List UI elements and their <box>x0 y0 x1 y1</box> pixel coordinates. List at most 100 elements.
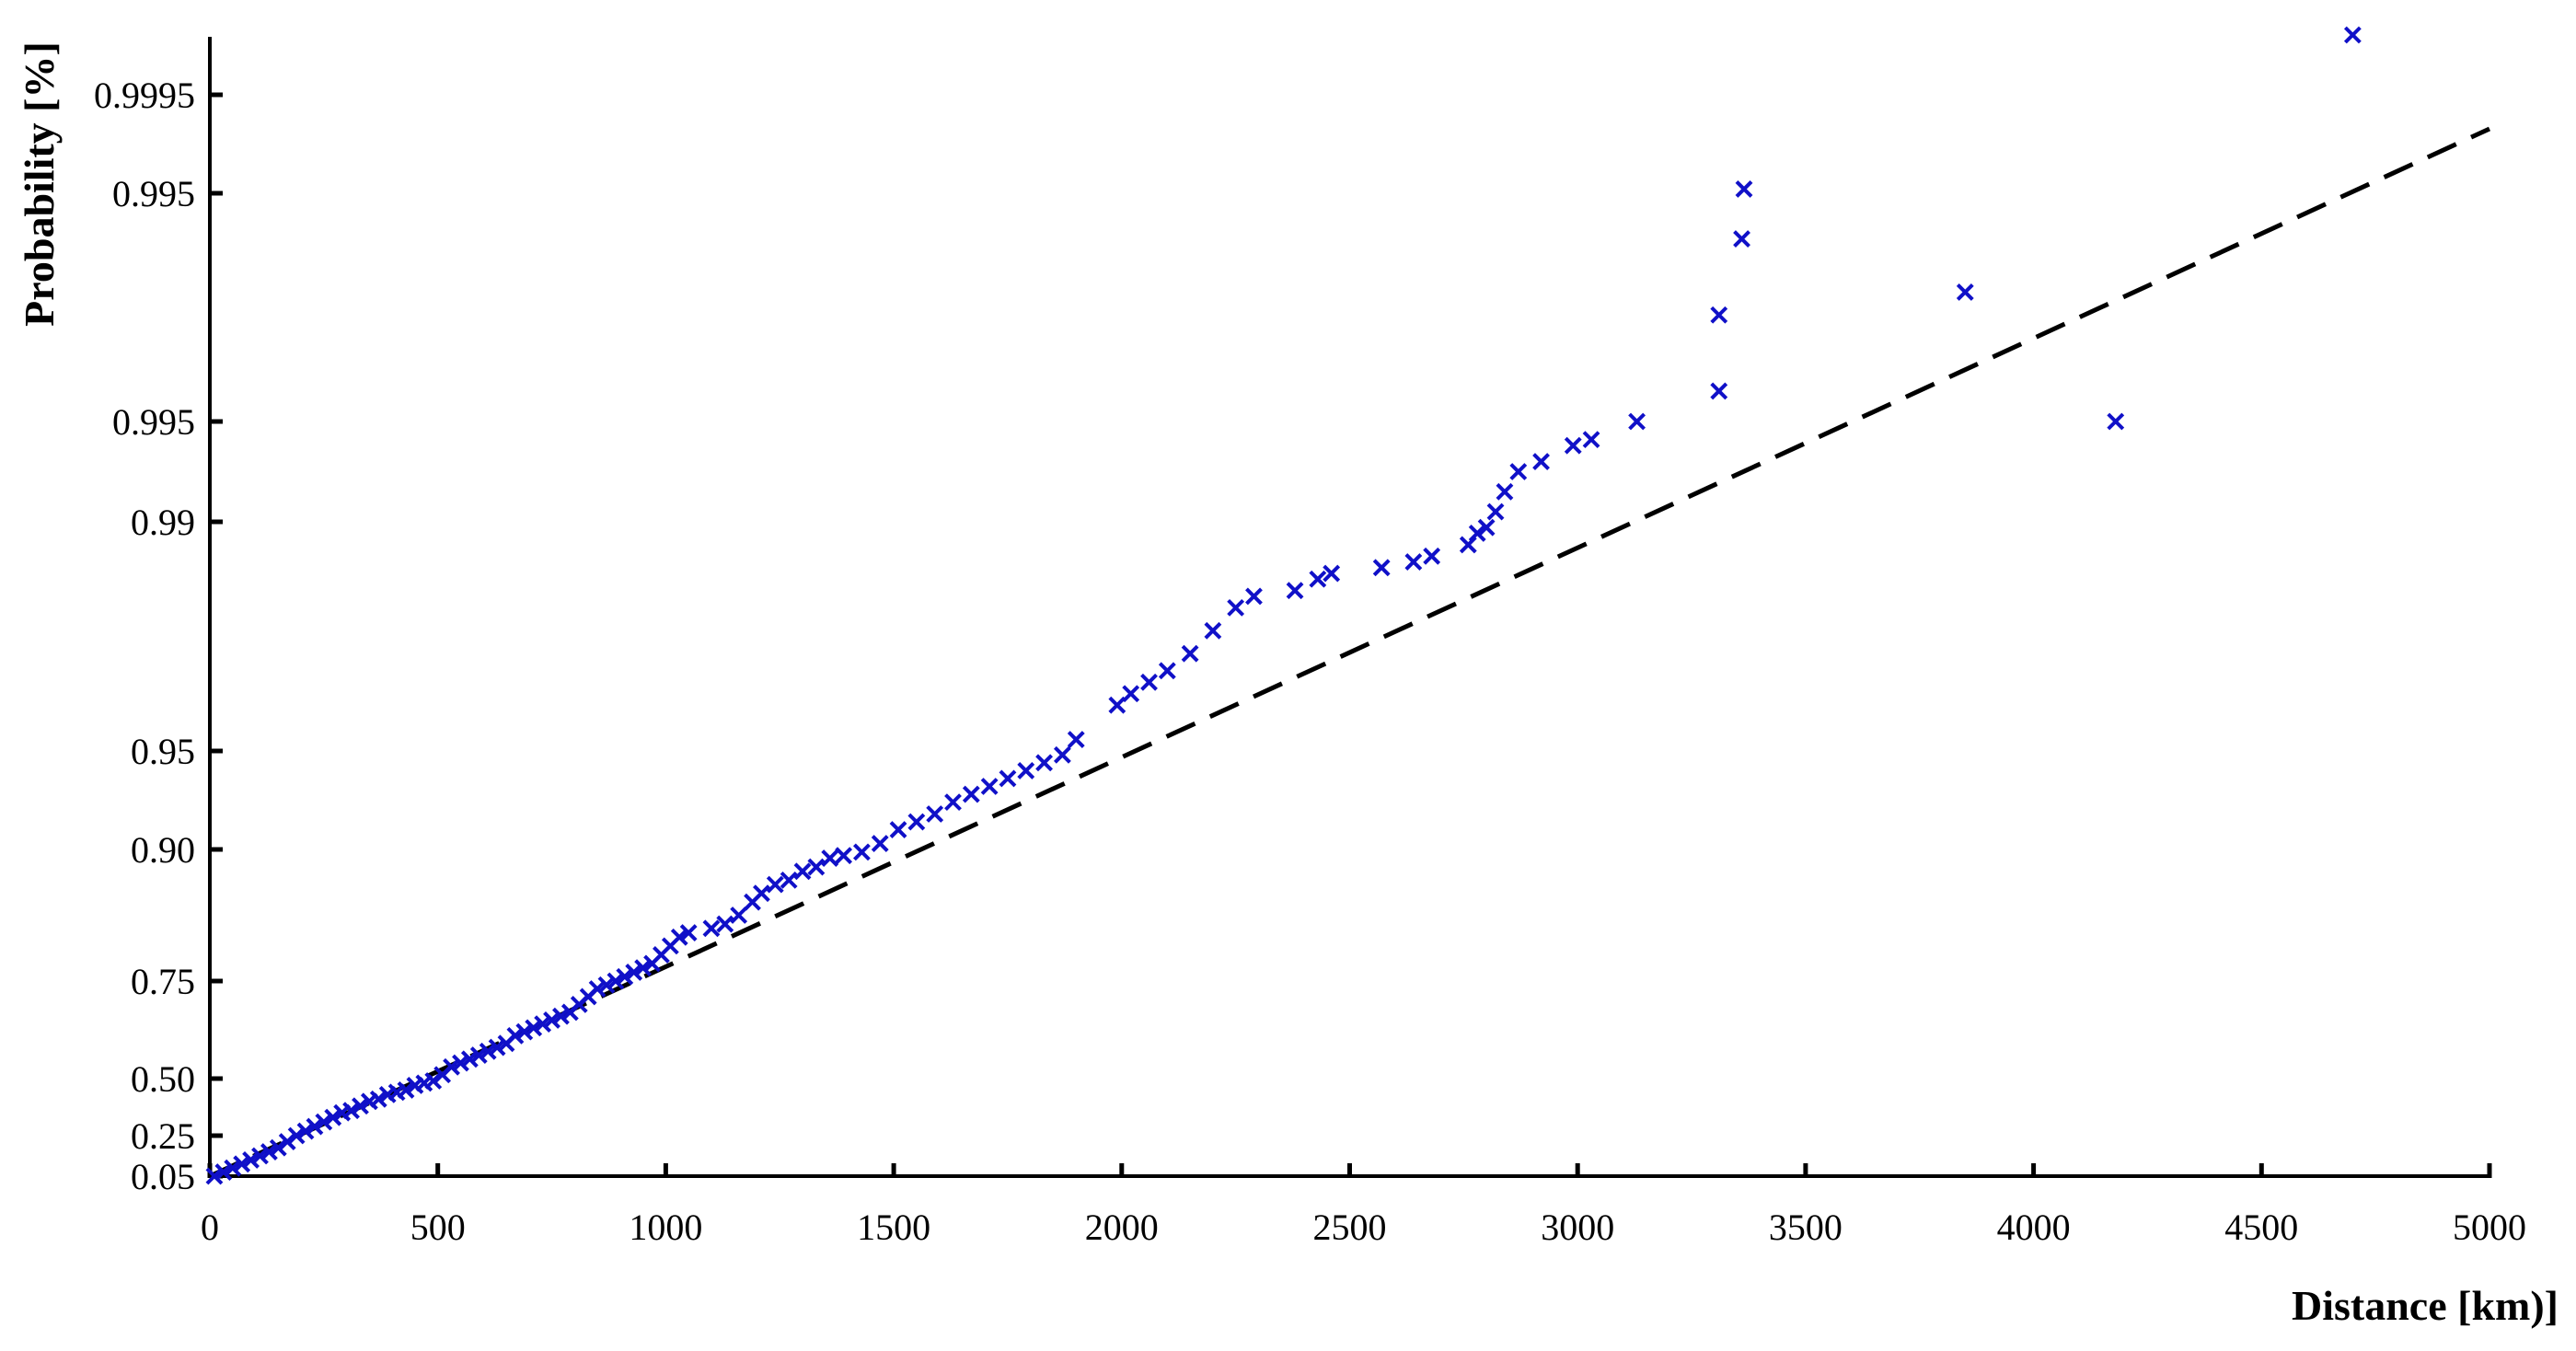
data-point <box>980 778 999 795</box>
x-tick-label: 4000 <box>1997 1207 2071 1248</box>
data-point <box>1309 570 1327 588</box>
data-point <box>369 1090 387 1108</box>
data-point <box>753 884 770 903</box>
plot-axes <box>208 37 2489 1178</box>
data-point <box>1496 482 1514 501</box>
data-point <box>342 1102 360 1120</box>
x-axis-ticks: 0 500 1000 1500 2000 2500 3000 3500 4000 4500 5000 <box>201 1163 2526 1248</box>
y-axis-ticks: 0.050.25 0.50 0.75 0.90 0.95 0.99 0.995 0.995 0.… <box>94 75 223 1197</box>
data-point <box>315 1113 333 1131</box>
data-point <box>625 964 643 981</box>
x-tick-label: 5000 <box>2453 1207 2526 1248</box>
data-point <box>1509 463 1528 480</box>
data-point <box>1564 436 1582 455</box>
data-point <box>1067 731 1085 748</box>
data-point <box>233 1155 251 1173</box>
data-point <box>835 847 853 865</box>
data-point <box>1956 283 1974 301</box>
data-point <box>702 919 721 938</box>
data-point <box>296 1122 315 1140</box>
data-point <box>287 1126 306 1145</box>
x-tick-label: 3000 <box>1541 1207 1614 1248</box>
x-tick-label: 1500 <box>857 1207 930 1248</box>
data-point <box>1181 644 1199 663</box>
x-tick-label: 3500 <box>1769 1207 1842 1248</box>
y-tick-label: 0.95 <box>131 731 195 772</box>
y-tick-label: 0.90 <box>131 829 195 871</box>
data-point <box>1710 306 1728 324</box>
data-point <box>269 1138 287 1157</box>
data-point <box>1035 754 1053 772</box>
data-point <box>606 972 625 990</box>
data-point <box>1108 696 1126 714</box>
y-tick-label: 0.75 <box>131 961 195 1002</box>
data-point <box>278 1133 296 1151</box>
x-tick-label: 0 <box>201 1207 219 1248</box>
data-point <box>1122 685 1140 703</box>
data-markers <box>205 26 2362 1185</box>
data-point <box>1017 761 1035 779</box>
data-point <box>1323 564 1341 583</box>
data-point <box>352 1097 369 1115</box>
data-point <box>1710 382 1728 400</box>
data-point <box>1733 230 1750 248</box>
data-point <box>766 875 784 894</box>
data-point <box>242 1150 260 1169</box>
data-point <box>793 862 812 881</box>
data-point <box>616 967 634 986</box>
data-point <box>1372 559 1391 577</box>
data-point <box>588 980 606 998</box>
data-point <box>1582 431 1600 449</box>
data-point <box>1245 587 1263 606</box>
data-point <box>324 1108 342 1126</box>
data-point <box>460 1050 479 1068</box>
data-point <box>443 1057 460 1076</box>
data-point <box>397 1080 415 1099</box>
data-point <box>807 858 826 876</box>
data-point <box>1227 598 1245 617</box>
data-point <box>944 793 962 812</box>
x-tick-label: 2000 <box>1085 1207 1159 1248</box>
data-point <box>1532 453 1550 471</box>
data-point <box>821 849 839 867</box>
data-point <box>1140 673 1158 691</box>
data-point <box>730 906 748 924</box>
data-point <box>452 1054 469 1072</box>
data-point <box>214 1163 233 1182</box>
data-point <box>205 1167 224 1185</box>
data-point <box>488 1038 506 1057</box>
y-tick-label: 0.995 <box>112 173 195 214</box>
data-point <box>552 1007 570 1025</box>
data-point <box>962 785 980 803</box>
data-point <box>1468 525 1486 542</box>
data-point <box>1404 553 1423 571</box>
data-point <box>853 843 871 861</box>
data-point <box>2107 412 2125 431</box>
data-point <box>469 1046 488 1064</box>
data-point <box>999 769 1017 788</box>
data-point <box>1735 180 1753 198</box>
y-tick-label: 0.9995 <box>94 75 195 116</box>
data-point <box>525 1019 543 1037</box>
x-tick-label: 500 <box>410 1207 466 1248</box>
data-point <box>926 805 944 823</box>
data-point <box>1477 518 1496 537</box>
data-point <box>634 959 653 977</box>
data-point <box>543 1010 560 1029</box>
y-tick-label: 0.99 <box>131 502 195 543</box>
data-point <box>1053 745 1071 764</box>
data-point <box>1486 502 1505 521</box>
data-point <box>251 1147 269 1165</box>
data-point <box>716 915 734 933</box>
reference-fit-line <box>208 126 2491 1179</box>
data-point <box>871 835 889 852</box>
data-point <box>670 928 688 946</box>
data-point <box>306 1117 324 1136</box>
data-point <box>424 1072 443 1090</box>
data-point <box>780 871 798 889</box>
data-point <box>907 813 926 831</box>
data-point <box>506 1026 525 1045</box>
data-point <box>260 1143 278 1161</box>
x-axis-title: Distance [km)] <box>2292 1282 2559 1329</box>
